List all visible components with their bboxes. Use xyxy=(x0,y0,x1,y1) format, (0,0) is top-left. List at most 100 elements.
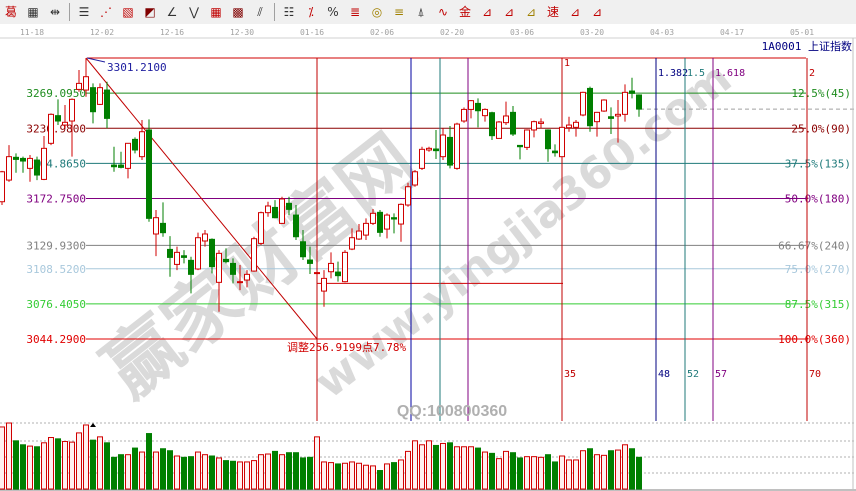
zigzag-icon[interactable]: ⋁ xyxy=(189,5,199,19)
candle xyxy=(279,196,285,225)
candle-body xyxy=(62,121,68,126)
date-tick-label: 12-30 xyxy=(230,28,254,37)
adjustment-label: 调整256.9199点7.78% xyxy=(287,340,406,354)
volume-bar xyxy=(27,445,33,490)
candle-body xyxy=(363,222,369,236)
candle-body xyxy=(545,129,551,150)
candle-body xyxy=(559,126,565,158)
candle-body xyxy=(258,212,264,244)
volume-bar xyxy=(83,424,89,490)
candle xyxy=(90,83,96,124)
candle xyxy=(34,156,40,181)
price-level-label: 3236.9800 xyxy=(26,122,86,135)
candle-body xyxy=(335,271,341,277)
volume-bar xyxy=(552,461,558,490)
candle-body xyxy=(216,252,222,283)
grid-icon[interactable]: ▦ xyxy=(27,5,39,19)
time-cycle-ratio-label: 1.382 xyxy=(658,68,688,79)
draw-text-icon[interactable]: 葛 xyxy=(4,5,17,19)
candle-body xyxy=(552,150,558,154)
volume-bar xyxy=(153,451,159,490)
volume-bar xyxy=(167,450,173,490)
candle-body xyxy=(370,212,376,224)
candle xyxy=(139,120,145,161)
candle xyxy=(601,99,607,112)
angle-line-icon[interactable]: ∠ xyxy=(166,5,178,19)
candle xyxy=(0,170,5,206)
candle xyxy=(118,151,124,169)
volume-bar xyxy=(412,440,418,490)
drawing-toolbar: 葛 ▦ ⇹ ☰ ⋰ ▧ ◩ ∠ ⋁ ▦ ▩ ⫽ ☷ ⁒% ≣ ◎ ≡ ⍋ ∿ 金 ⊿ ⊿ ⊿ 速 ⊿ ⊿ xyxy=(0,0,856,25)
volume-bar xyxy=(48,437,54,490)
candle-body xyxy=(293,214,299,238)
fan-icon[interactable]: ⊿ xyxy=(481,5,493,19)
volume-bar xyxy=(0,426,5,490)
volume-bar xyxy=(524,456,530,490)
candle xyxy=(223,248,229,264)
speed-line-icon[interactable]: 速 xyxy=(546,5,559,19)
candle-body xyxy=(181,255,187,258)
candle-body xyxy=(398,203,404,225)
gann-fan-icon[interactable]: ⊿ xyxy=(569,5,581,19)
parallel-lines-icon[interactable]: ⫽ xyxy=(257,5,263,19)
period-lines-icon[interactable]: ☷ xyxy=(283,5,295,19)
percent-levels-icon[interactable]: ≣ xyxy=(349,5,361,19)
volume-bar xyxy=(342,462,348,490)
instrument-label: 1A0001 上证指数 xyxy=(762,39,852,53)
volume-bar xyxy=(531,456,537,490)
candle xyxy=(405,182,411,207)
candle xyxy=(587,86,593,132)
candle xyxy=(370,209,376,226)
golden-levels-icon[interactable]: ≡ xyxy=(393,5,405,19)
candle xyxy=(629,77,635,99)
volume-bar xyxy=(244,461,250,490)
percent-icon[interactable]: % xyxy=(327,5,339,19)
candle-body xyxy=(286,202,292,210)
fibonacci-fan-icon[interactable]: ⊿ xyxy=(503,5,515,19)
candle xyxy=(510,106,516,136)
candle-body xyxy=(349,237,355,250)
volume-bar xyxy=(62,440,68,490)
candle-body xyxy=(76,82,82,90)
box-grid-icon[interactable]: ▦ xyxy=(210,5,222,19)
candle xyxy=(447,126,453,169)
candle xyxy=(531,120,537,138)
candle-body xyxy=(328,262,334,273)
candle-body xyxy=(503,115,509,124)
volume-bar xyxy=(468,446,474,490)
candle xyxy=(27,155,33,182)
candle-body xyxy=(377,211,383,233)
wave-icon[interactable]: ∿ xyxy=(437,5,449,19)
high-label: 3301.2100 xyxy=(107,61,167,74)
candle-body xyxy=(489,112,495,137)
volume-bar xyxy=(363,464,369,490)
gann-square-icon[interactable]: ◩ xyxy=(144,5,156,19)
candle-body xyxy=(125,142,131,169)
golden-fan-icon[interactable]: ⊿ xyxy=(525,5,537,19)
volume-bar xyxy=(293,452,299,490)
box-grid-2-icon[interactable]: ▩ xyxy=(232,5,244,19)
percent-level-label: 75.0%(270) xyxy=(785,263,851,276)
measure-width-icon[interactable]: ⇹ xyxy=(49,5,61,19)
candle-body xyxy=(433,148,439,152)
golden-price-icon[interactable]: 金 xyxy=(458,5,471,19)
golden-circle-icon[interactable]: ◎ xyxy=(371,5,383,19)
percent-line-icon[interactable]: ⁒ xyxy=(308,5,314,19)
candle xyxy=(608,107,614,135)
candle xyxy=(440,128,446,161)
candle-body xyxy=(629,90,635,94)
quadrant-fan-icon[interactable]: ⊿ xyxy=(591,5,603,19)
arrow-marker-icon[interactable]: ⍋ xyxy=(417,5,425,19)
fan-lines-icon[interactable]: ⋰ xyxy=(100,5,112,19)
candle-body xyxy=(300,241,306,258)
candle-body xyxy=(13,156,19,160)
horizontal-lines-icon[interactable]: ☰ xyxy=(78,5,90,19)
date-tick-label: 03-20 xyxy=(580,28,604,37)
candle-body xyxy=(573,121,579,128)
gann-box-icon[interactable]: ▧ xyxy=(122,5,134,19)
candle-body xyxy=(174,251,180,265)
volume-bar xyxy=(517,457,523,490)
volume-bar xyxy=(559,455,565,490)
candles xyxy=(0,58,642,312)
